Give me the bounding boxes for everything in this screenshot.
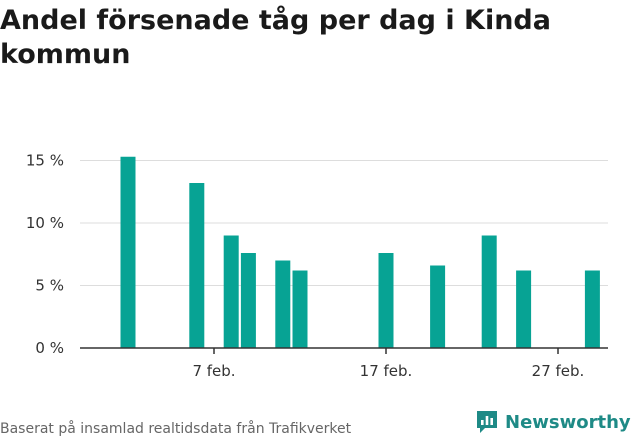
y-tick-label: 15 % [26,152,64,170]
x-tick-label: 27 feb. [532,362,585,380]
y-tick-label: 5 % [35,277,64,295]
bar [584,270,600,348]
bar [240,253,256,348]
bar [275,260,291,348]
x-tick-label: 7 feb. [192,362,235,380]
x-axis-ticks: 7 feb. 17 feb. 27 feb. [192,348,584,380]
bar [223,235,239,348]
bar [430,265,446,348]
brand-name: Newsworthy [505,411,631,433]
y-tick-label: 10 % [26,214,64,232]
bars [120,156,600,348]
bar-chart: 0 % 5 % 10 % 15 % 7 feb. 17 feb. 27 feb. [26,152,608,380]
source-note: Baserat på insamlad realtidsdata från Tr… [0,421,352,437]
bar [378,253,394,348]
chart-title: Andel försenade tåg per dag i Kinda komm… [0,5,551,70]
y-tick-label: 0 % [35,339,64,357]
bar [516,270,532,348]
newsworthy-brand: Newsworthy [475,408,631,436]
bar [120,156,136,348]
bar-chart-logo-icon [477,411,497,433]
bar [189,183,205,348]
x-tick-label: 17 feb. [360,362,413,380]
bar [481,235,497,348]
bar [292,270,308,348]
